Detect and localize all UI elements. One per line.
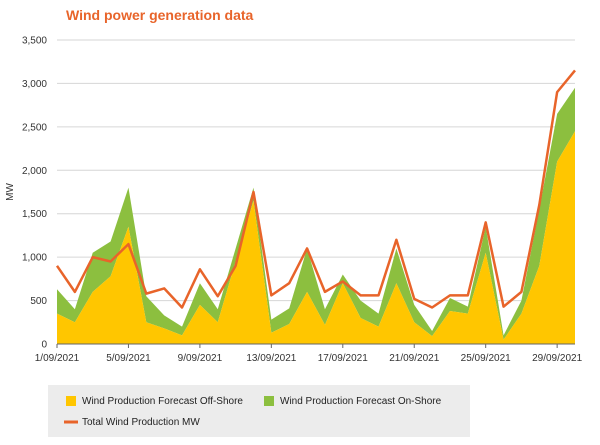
legend-label: Wind Production Forecast On-Shore: [280, 396, 442, 407]
x-axis: 1/09/2021 5/09/2021 9/09/2021 13/09/2021 17/…: [35, 343, 583, 364]
x-tick-label: 17/09/2021: [318, 353, 368, 364]
chart-title: Wind power generation data: [66, 7, 254, 23]
legend-label: Total Wind Production MW: [82, 417, 200, 428]
legend: Wind Production Forecast Off-Shore Wind P…: [48, 385, 470, 437]
total-production-line: [55, 69, 576, 309]
legend-swatch: [66, 396, 76, 406]
y-tick-label: 3,500: [22, 36, 47, 47]
line-series-group: [55, 69, 576, 309]
y-tick-label: 3,000: [22, 79, 47, 90]
y-axis: 0 500 1,000 1,500 2,000 2,500 3,000 3,500: [22, 36, 47, 351]
x-tick-label: 29/09/2021: [532, 353, 582, 364]
y-tick-label: 2,000: [22, 166, 47, 177]
onshore-area: [57, 87, 575, 340]
x-tick-label: 1/09/2021: [35, 353, 80, 364]
x-tick-label: 9/09/2021: [178, 353, 223, 364]
x-tick-label: 5/09/2021: [106, 353, 151, 364]
x-tick-label: 21/09/2021: [389, 353, 439, 364]
y-axis-label: MW: [5, 183, 16, 201]
y-tick-label: 500: [30, 296, 47, 307]
y-tick-label: 0: [41, 340, 47, 351]
area-series-group: [57, 87, 575, 344]
legend-label: Wind Production Forecast Off-Shore: [82, 396, 243, 407]
y-tick-label: 2,500: [22, 122, 47, 133]
x-tick-label: 25/09/2021: [461, 353, 511, 364]
y-tick-label: 1,500: [22, 209, 47, 220]
legend-swatch: [264, 396, 274, 406]
legend-box: [48, 385, 470, 437]
x-tick-label: 13/09/2021: [246, 353, 296, 364]
y-tick-label: 1,000: [22, 253, 47, 264]
offshore-area: [57, 131, 575, 344]
